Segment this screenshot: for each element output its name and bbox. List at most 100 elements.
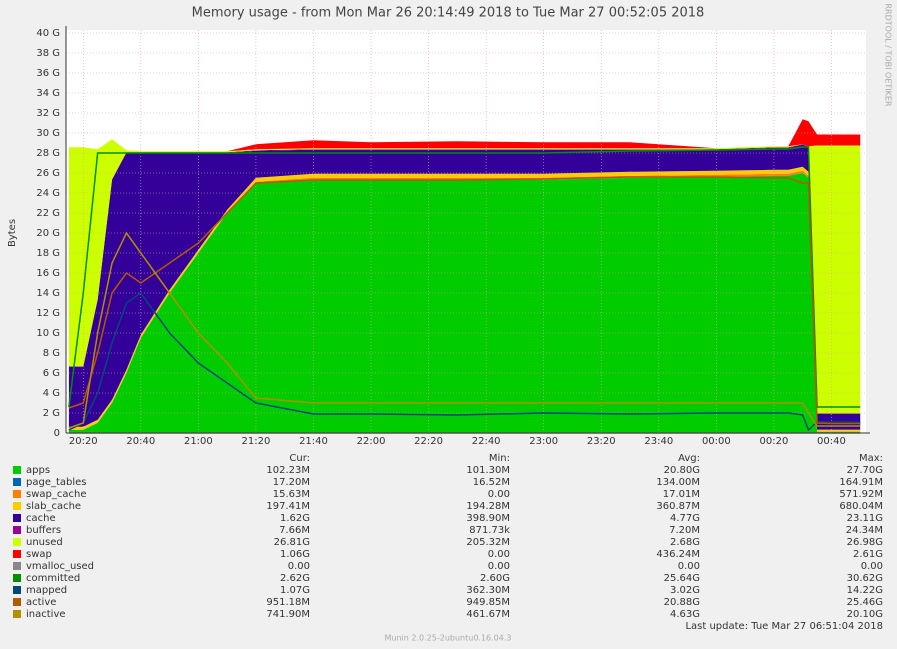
y-tick-label: 34 G (36, 88, 60, 99)
legend-cur: 17.20M (273, 477, 310, 488)
legend-swatch (13, 502, 21, 510)
area-apps (68, 173, 861, 433)
legend-name: committed (26, 573, 80, 584)
legend-cur: 951.18M (266, 597, 310, 608)
legend-swatch (13, 514, 21, 522)
y-tick-label: 12 G (36, 308, 60, 319)
legend-cur: 15.63M (273, 489, 310, 500)
legend-name: apps (26, 465, 50, 476)
legend-swatch (13, 574, 21, 582)
y-tick-label: 4 G (43, 388, 60, 399)
legend-avg: 134.00M (656, 477, 700, 488)
legend-max: 30.62G (847, 573, 883, 584)
legend-avg: 436.24M (656, 549, 700, 560)
y-tick-label: 38 G (36, 48, 60, 59)
y-tick-label: 8 G (43, 348, 60, 359)
legend-cur: 1.06G (280, 549, 310, 560)
y-tick-label: 22 G (36, 208, 60, 219)
legend-avg: 3.02G (670, 585, 700, 596)
legend-cur: 741.90M (266, 609, 310, 620)
legend-avg: 360.87M (656, 501, 700, 512)
legend-max: 24.34M (846, 525, 883, 536)
legend-swatch (13, 610, 21, 618)
legend-swatch (13, 550, 21, 558)
legend-avg: 4.77G (670, 513, 700, 524)
legend-cur: 197.41M (266, 501, 310, 512)
legend-min: 362.30M (466, 585, 510, 596)
y-tick-label: 2 G (43, 408, 60, 419)
y-axis-label: Bytes (7, 219, 18, 247)
y-tick-label: 16 G (36, 268, 60, 279)
x-tick-label: 20:20 (69, 436, 98, 447)
x-tick-label: 00:00 (702, 436, 731, 447)
legend-cur: 0.00 (288, 561, 310, 572)
legend-name: buffers (26, 525, 61, 536)
y-tick-label: 14 G (36, 288, 60, 299)
legend-min: 0.00 (488, 549, 510, 560)
legend-min: 461.67M (466, 609, 510, 620)
area-cache (68, 144, 861, 430)
y-tick-label: 10 G (36, 328, 60, 339)
y-tick-label: 0 (54, 428, 60, 439)
legend-swatch (13, 526, 21, 534)
x-tick-label: 22:00 (357, 436, 386, 447)
legend-max: 0.00 (861, 561, 883, 572)
x-tick-label: 21:40 (299, 436, 328, 447)
legend-name: active (26, 597, 56, 608)
legend-cur: 102.23M (266, 465, 310, 476)
footer: Munin 2.0.25-2ubuntu0.16.04.3 (385, 634, 512, 643)
x-tick-label: 20:40 (126, 436, 155, 447)
legend-min: 2.60G (480, 573, 510, 584)
legend-max: 164.91M (839, 477, 883, 488)
legend-avg: 7.20M (669, 525, 700, 536)
x-tick-label: 23:40 (644, 436, 673, 447)
x-tick-label: 23:20 (587, 436, 616, 447)
y-tick-label: 24 G (36, 188, 60, 199)
legend-name: slab_cache (26, 501, 81, 512)
legend-max: 23.11G (847, 513, 883, 524)
legend-header: Cur: (289, 453, 310, 464)
legend-max: 14.22G (847, 585, 883, 596)
y-tick-label: 40 G (36, 28, 60, 39)
legend-name: mapped (26, 585, 67, 596)
chart-title: Memory usage - from Mon Mar 26 20:14:49 … (192, 6, 705, 21)
y-tick-label: 32 G (36, 108, 60, 119)
legend-min: 398.90M (466, 513, 510, 524)
legend-swatch (13, 466, 21, 474)
legend-min: 0.00 (488, 489, 510, 500)
legend-avg: 4.63G (670, 609, 700, 620)
x-tick-label: 22:40 (472, 436, 501, 447)
legend-min: 0.00 (488, 561, 510, 572)
x-tick-label: 23:00 (529, 436, 558, 447)
legend-cur: 1.07G (280, 585, 310, 596)
legend-max: 571.92M (839, 489, 883, 500)
y-tick-label: 36 G (36, 68, 60, 79)
legend-name: inactive (26, 609, 66, 620)
legend-max: 2.61G (853, 549, 883, 560)
legend-name: swap_cache (26, 489, 86, 500)
legend-max: 20.10G (847, 609, 883, 620)
legend-min: 949.85M (466, 597, 510, 608)
legend-min: 101.30M (466, 465, 510, 476)
legend-swatch (13, 598, 21, 606)
legend-cur: 7.66M (279, 525, 310, 536)
y-tick-label: 18 G (36, 248, 60, 259)
legend-name: cache (26, 513, 56, 524)
legend-avg: 25.64G (664, 573, 700, 584)
legend-max: 27.70G (847, 465, 883, 476)
line-active (68, 176, 861, 425)
legend-cur: 26.81G (274, 537, 310, 548)
legend-header: Min: (489, 453, 510, 464)
last-update: Last update: Tue Mar 27 06:51:04 2018 (685, 621, 883, 632)
legend-max: 25.46G (847, 597, 883, 608)
legend-avg: 17.01M (663, 489, 700, 500)
legend-name: page_tables (26, 477, 87, 488)
legend-avg: 0.00 (678, 561, 700, 572)
legend-min: 205.32M (466, 537, 510, 548)
legend-header: Max: (859, 453, 883, 464)
y-tick-label: 28 G (36, 148, 60, 159)
legend-cur: 2.62G (280, 573, 310, 584)
legend-name: swap (26, 549, 52, 560)
